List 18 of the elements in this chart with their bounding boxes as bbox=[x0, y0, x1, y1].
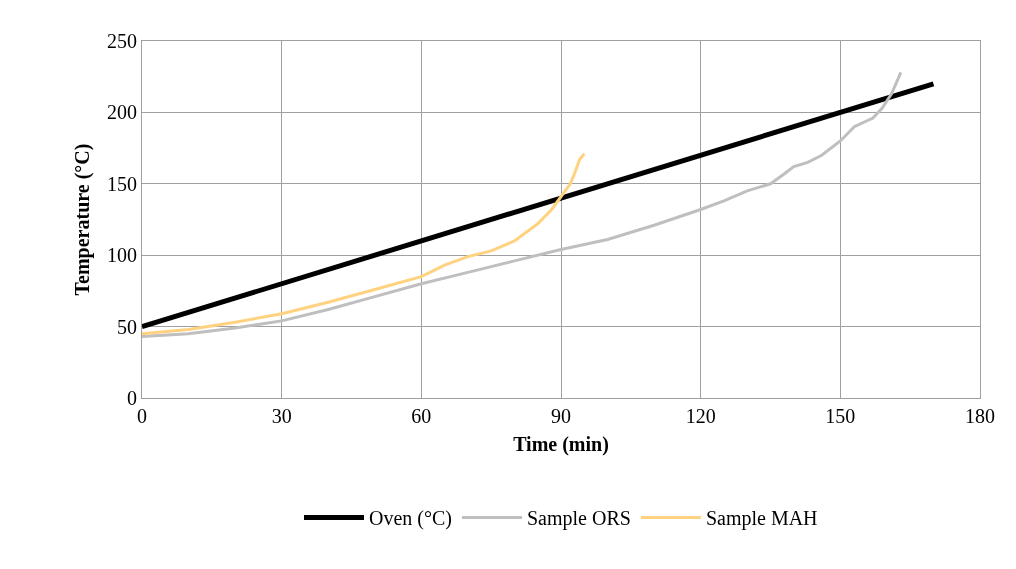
y-tick-label: 0 bbox=[127, 387, 137, 409]
y-tick-label: 250 bbox=[107, 30, 137, 52]
legend-label: Sample ORS bbox=[526, 507, 631, 531]
x-tick-label: 120 bbox=[685, 405, 716, 427]
x-axis-title: Time (min) bbox=[513, 432, 609, 456]
line-series bbox=[142, 152, 586, 336]
x-tick-label: 60 bbox=[411, 405, 432, 427]
y-tick-label: 200 bbox=[107, 101, 137, 124]
x-tick-label: 30 bbox=[271, 405, 292, 427]
y-axis-title: Temperature (°C) bbox=[70, 143, 94, 296]
y-tick-label: 50 bbox=[117, 315, 137, 338]
y-tick-label: 100 bbox=[107, 244, 137, 267]
legend-label: Sample MAH bbox=[705, 507, 818, 531]
y-tick-label: 150 bbox=[107, 172, 137, 195]
x-tick-label: 150 bbox=[825, 405, 856, 427]
x-tick-label: 180 bbox=[965, 405, 995, 427]
legend-label: Oven (°C) bbox=[369, 507, 452, 531]
x-tick-label: 90 bbox=[551, 405, 571, 427]
